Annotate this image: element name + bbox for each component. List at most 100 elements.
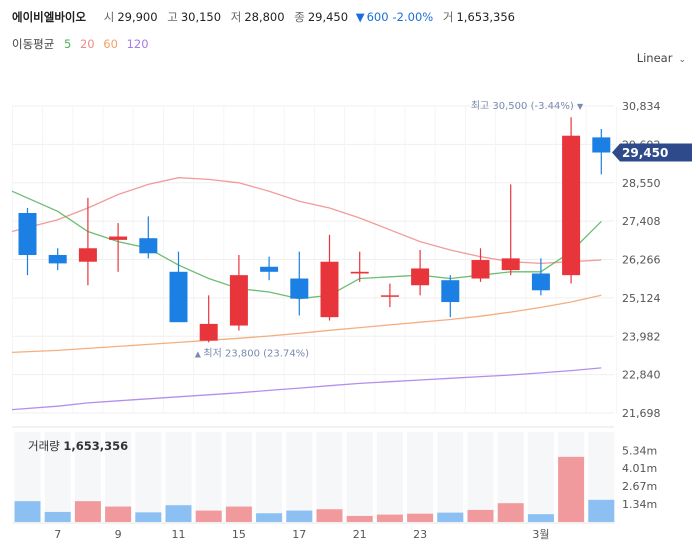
ma-20-legend: 20 [79,37,95,51]
volume-bar[interactable] [165,505,192,522]
ma-120-line [11,367,602,411]
candle-body[interactable] [18,212,37,255]
moving-average-legend[interactable]: 이동평균 5 20 60 120 [12,36,154,52]
candle-body[interactable] [411,268,430,286]
low-value: 28,800 [244,10,285,24]
volume-bar[interactable] [44,511,71,522]
volume-bar[interactable] [316,509,343,522]
candle-body[interactable] [199,323,218,341]
volume-bar[interactable] [346,515,373,522]
volume-bar[interactable] [225,506,252,522]
volume-bar[interactable] [286,510,313,522]
candle-body[interactable] [78,248,97,262]
date-tick-label: 21 [353,528,367,541]
date-tick-label: 17 [292,528,306,541]
open-label: 시 [103,10,115,24]
ma-60-legend: 60 [103,37,118,51]
volume-bar[interactable] [74,501,101,522]
candle-body[interactable] [380,295,399,297]
candle-body[interactable] [562,135,581,276]
price-tick-label: 26,266 [622,254,661,267]
stock-header: 에이비엘바이오 시 29,900 고 30,150 저 28,800 종 29,450 … [12,9,515,25]
ma-5-legend: 5 [63,37,72,51]
volume-bar[interactable] [497,503,524,522]
volume-bar[interactable] [527,514,554,522]
volume-bar[interactable] [195,510,222,522]
price-tick-label: 23,982 [622,330,661,343]
candle-body[interactable] [350,271,369,274]
candle-body[interactable] [139,238,158,254]
volume-label: 거 [442,10,454,24]
high-value: 30,150 [180,10,222,24]
volume-bar[interactable] [467,509,494,522]
volume-bar[interactable] [256,513,283,522]
candle-body[interactable] [592,137,611,153]
low-label: 저 [230,10,242,24]
last-price-badge [612,143,692,162]
change-down-icon: ▼ [355,10,365,24]
candle-body[interactable] [471,260,490,279]
volume-bar[interactable] [558,456,585,522]
ma-60-line [11,294,602,354]
ma-120-legend: 120 [126,37,149,51]
volume-column-bg [316,432,343,522]
volume-tick-label: 4.01m [622,462,657,475]
volume-value: 1,653,356 [456,10,515,24]
candle-body[interactable] [501,258,520,271]
candle-body[interactable] [229,275,248,326]
volume-bar[interactable] [105,506,132,522]
volume-bar[interactable] [437,512,464,522]
max-arrow-icon: ▼ [577,102,584,111]
price-tick-label: 22,840 [622,369,661,382]
candle-body[interactable] [48,254,67,264]
close-label: 종 [294,10,305,24]
volume-tick-label: 1.34m [622,498,657,511]
candle-body[interactable] [290,278,309,299]
volume-column-bg [437,432,464,522]
volume-column-bg [286,432,313,522]
min-price-annotation: ▲ 최저 23,800 (23.74%) [195,347,309,359]
date-tick-label: 9 [115,528,122,541]
volume-column-bg [407,432,434,522]
volume-bar[interactable] [407,513,434,522]
volume-bar[interactable] [135,512,162,522]
price-tick-label: 27,408 [622,215,661,228]
volume-column-bg [44,432,71,522]
candle-body[interactable] [320,261,339,318]
candle-body[interactable] [260,266,279,272]
date-tick-label: 11 [172,528,186,541]
price-tick-label: 30,834 [622,100,661,113]
max-price-value: 30,500 (-3.44%) [492,101,577,112]
close-value: 29,450 [307,10,349,24]
candle-body[interactable] [441,280,460,303]
volume-column-bg [467,432,494,522]
volume-column-bg [135,432,162,522]
volume-bar[interactable] [14,501,41,522]
min-arrow-icon: ▲ [195,349,204,358]
chevron-down-icon: ⌄ [678,55,686,65]
price-tick-label: 25,124 [622,292,661,305]
date-tick-label: 7 [54,528,61,541]
last-price-label: 29,450 [622,146,668,160]
ma-20-line [11,177,602,265]
max-price-label: 최고 [471,100,493,112]
high-label: 고 [167,10,178,24]
ma-5-line [11,190,602,300]
date-tick-label: 15 [232,528,246,541]
scale-selector[interactable]: Linear ⌄ [637,51,686,65]
candle-body[interactable] [169,271,188,323]
volume-bar[interactable] [376,514,403,522]
price-tick-label: 21,698 [622,407,661,420]
candle-body[interactable] [109,236,128,240]
stock-name: 에이비엘바이오 [12,10,87,24]
volume-column-bg [256,432,283,522]
volume-panel-title: 거래량 1,653,356 [28,439,128,453]
open-value: 29,900 [117,10,158,24]
candle-body[interactable] [531,273,550,291]
change-value: 600 [366,10,389,24]
moving-average-label: 이동평균 [12,37,55,51]
min-price-label: 최저 [203,347,225,359]
max-price-annotation: 최고 30,500 (-3.44%) ▼ [471,100,584,112]
volume-bar[interactable] [588,499,615,522]
